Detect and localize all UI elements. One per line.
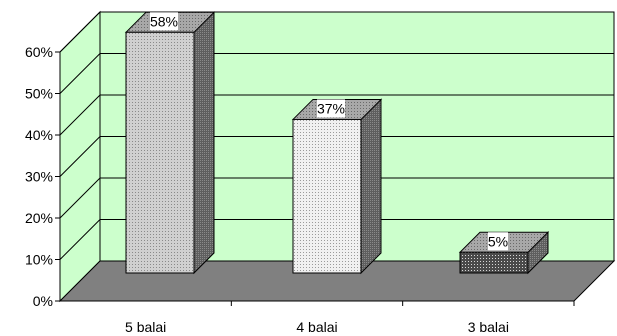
bars: 58% 37% 5%	[124, 11, 550, 275]
bar-2: 37%	[291, 98, 383, 275]
gridline	[59, 219, 614, 260]
data-label: 37%	[317, 100, 345, 116]
x-tick-label: 4 balai	[296, 319, 337, 335]
y-tick-label: 10%	[25, 252, 53, 268]
y-tick-label: 60%	[25, 44, 53, 60]
gridlines	[59, 11, 614, 260]
bar-front	[292, 118, 362, 274]
x-tick-label: 3 balai	[468, 319, 509, 335]
gridline	[59, 136, 614, 177]
x-tick-label: 5 balai	[125, 319, 166, 335]
y-axis: 0% 10% 20% 30% 40% 50% 60%	[25, 44, 61, 309]
y-tick-label: 30%	[25, 169, 53, 185]
y-tick-label: 20%	[25, 210, 53, 226]
bar-side	[193, 11, 215, 275]
bar-side	[360, 98, 382, 275]
data-label: 58%	[150, 13, 178, 29]
y-tick-label: 40%	[25, 127, 53, 143]
gridline	[59, 177, 614, 219]
data-label-box	[488, 232, 508, 251]
gridline	[59, 11, 614, 53]
y-tick-label: 50%	[25, 86, 53, 102]
gridline	[59, 53, 614, 94]
data-label-box	[317, 99, 345, 118]
bar-front	[125, 31, 195, 274]
gridline	[59, 94, 614, 136]
x-axis: 5 balai 4 balai 3 balai	[60, 300, 575, 335]
data-label-box	[150, 12, 178, 31]
bar-1: 58%	[124, 11, 216, 275]
bar-front	[459, 251, 529, 274]
data-label: 5%	[488, 233, 508, 249]
y-tick-label: 0%	[33, 293, 53, 309]
bar-3: 5%	[458, 231, 550, 275]
